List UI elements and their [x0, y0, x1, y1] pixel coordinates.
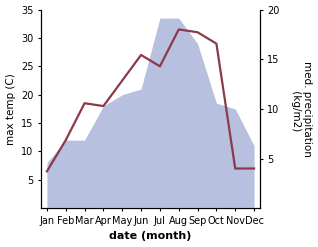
Y-axis label: max temp (C): max temp (C) [5, 73, 16, 145]
X-axis label: date (month): date (month) [109, 231, 192, 242]
Y-axis label: med. precipitation
 (kg/m2): med. precipitation (kg/m2) [291, 61, 313, 157]
